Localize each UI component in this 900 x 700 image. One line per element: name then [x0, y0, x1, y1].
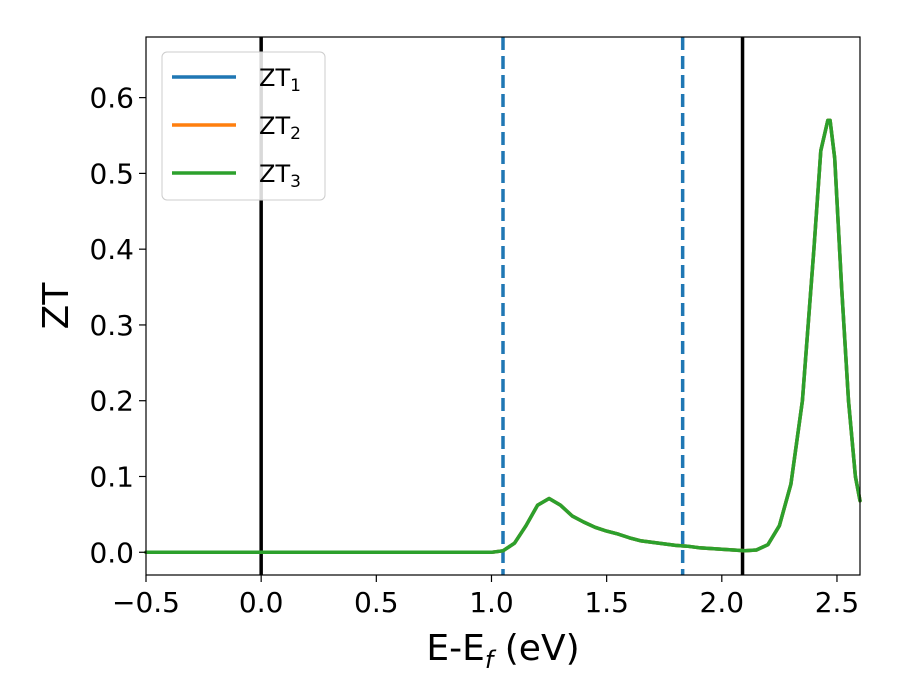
- plot-frame: [145, 36, 861, 576]
- x-tick-label-6: 2.5: [815, 586, 860, 619]
- x-axis-label-main: E-E: [426, 628, 484, 669]
- legend-label-subscript-2: 2: [290, 124, 301, 144]
- y-tick-label-4: 0.4: [89, 233, 134, 266]
- series-line-3: [144, 118, 862, 555]
- x-tick-label-3: 1.0: [469, 586, 514, 619]
- y-tick-label-1: 0.1: [89, 460, 134, 493]
- x-tick-label-5: 2.0: [700, 586, 745, 619]
- y-tick-label-0: 0.0: [89, 536, 134, 569]
- y-tick-label-2: 0.2: [89, 385, 134, 418]
- series-lines: [144, 118, 862, 555]
- x-tick-label-4: 1.5: [584, 586, 629, 619]
- y-axis-label: ZT: [36, 282, 77, 330]
- x-axis-label: E-Ef (eV): [426, 628, 579, 674]
- y-tick-label-3: 0.3: [89, 309, 134, 342]
- legend-label-subscript-3: 3: [290, 172, 301, 192]
- y-axis: 0.0 0.1 0.2 0.3 0.4 0.5 0.6: [89, 82, 146, 569]
- y-tick-label-5: 0.5: [89, 157, 134, 190]
- x-tick-label-0: −0.5: [112, 586, 180, 619]
- legend-label-subscript-1: 1: [290, 76, 301, 96]
- x-axis-label-unit: (eV): [493, 628, 579, 669]
- legend-box: [161, 51, 326, 201]
- x-axis: −0.5 0.0 0.5 1.0 1.5 2.0 2.5: [112, 575, 859, 619]
- y-tick-label-6: 0.6: [89, 82, 134, 115]
- x-tick-label-2: 0.5: [354, 586, 399, 619]
- x-tick-label-1: 0.0: [239, 586, 284, 619]
